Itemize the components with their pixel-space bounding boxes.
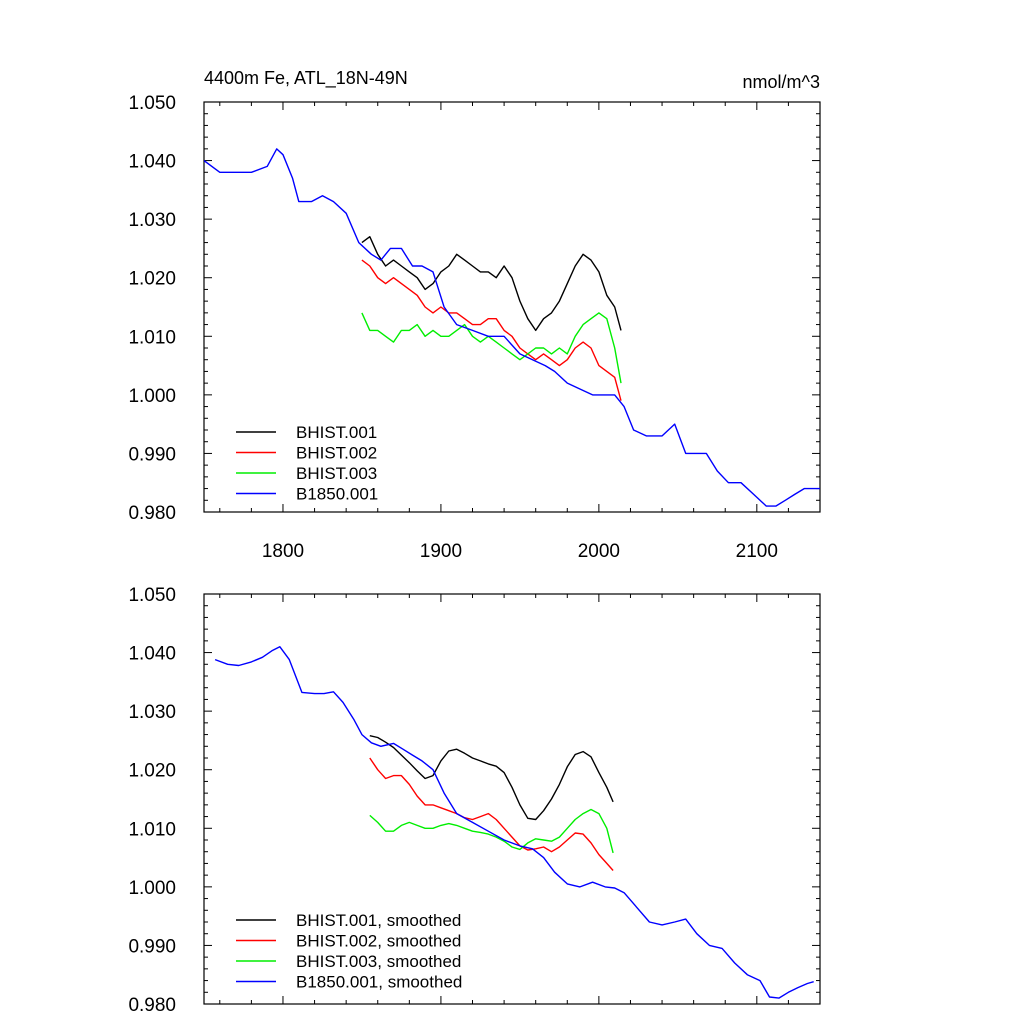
y-tick-label: 1.040 — [128, 644, 176, 665]
legend-label: B1850.001, smoothed — [296, 973, 462, 992]
x-tick-label: 1900 — [420, 541, 462, 562]
y-tick-label: 1.010 — [128, 819, 176, 840]
legend-label: BHIST.003 — [296, 464, 377, 483]
y-tick-label: 1.040 — [128, 152, 176, 173]
chart-title-left: 4400m Fe, ATL_18N-49N — [204, 68, 408, 89]
plot-frame — [203, 101, 821, 513]
top-panel: 0.980 0.990 1.000 1.010 1.020 1.030 1.040 1.050… — [128, 68, 821, 562]
legend-label: B1850.001 — [296, 485, 378, 504]
y-tick-label: 1.030 — [128, 702, 176, 723]
series-line-1 — [369, 735, 614, 821]
y-tick-label: 0.980 — [128, 995, 176, 1016]
x-tick-label: 2000 — [578, 541, 620, 562]
y-tick-label: 1.020 — [128, 761, 176, 782]
y-tick-label: 1.030 — [128, 210, 176, 231]
x-tick-label: 1800 — [262, 541, 304, 562]
series-line-2 — [361, 259, 622, 401]
series-line-3 — [369, 808, 614, 854]
y-tick-label: 1.050 — [128, 93, 176, 114]
y-tick-label: 0.990 — [128, 936, 176, 957]
series-line-3 — [361, 312, 622, 384]
legend-label: BHIST.002 — [296, 444, 377, 463]
chart-units-label: nmol/m^3 — [743, 72, 820, 92]
x-tick-label: 2100 — [736, 541, 778, 562]
legend-label: BHIST.001, smoothed — [296, 911, 461, 930]
series-line-4 — [214, 646, 814, 999]
y-tick-label: 1.000 — [128, 386, 176, 407]
y-tick-label: 1.020 — [128, 269, 176, 290]
plot-frame — [203, 593, 821, 1005]
y-tick-label: 0.980 — [128, 503, 176, 524]
legend-label: BHIST.002, smoothed — [296, 932, 461, 951]
y-tick-label: 1.050 — [128, 585, 176, 606]
y-tick-label: 0.990 — [128, 444, 176, 465]
y-tick-label: 1.000 — [128, 878, 176, 899]
series-line-1 — [361, 235, 622, 332]
legend-label: BHIST.001 — [296, 423, 377, 442]
legend-label: BHIST.003, smoothed — [296, 952, 461, 971]
series-line-4 — [204, 148, 820, 507]
bottom-panel: 0.980 0.990 1.000 1.010 1.020 1.030 1.040 1.050… — [128, 585, 821, 1016]
y-tick-label: 1.010 — [128, 327, 176, 348]
series-line-2 — [369, 757, 614, 871]
